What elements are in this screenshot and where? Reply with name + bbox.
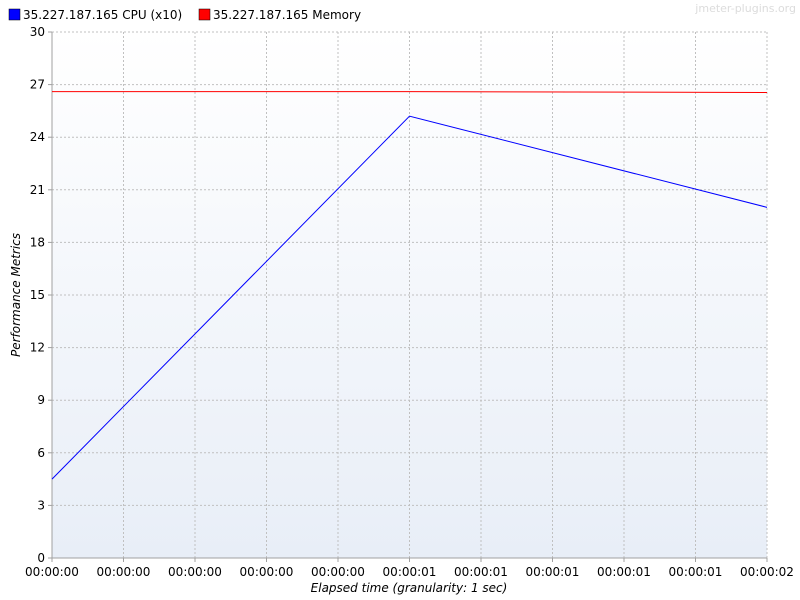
y-tick-label: 30 bbox=[30, 25, 45, 39]
y-tick-label: 21 bbox=[30, 183, 45, 197]
legend-label-cpu: 35.227.187.165 CPU (x10) bbox=[23, 8, 182, 22]
legend-swatch-cpu bbox=[8, 8, 21, 21]
y-tick-label: 18 bbox=[30, 235, 45, 249]
y-tick-label: 9 bbox=[37, 393, 45, 407]
series-line-cpu bbox=[51, 115, 768, 480]
x-tick-label: 00:00:01 bbox=[669, 565, 723, 579]
y-tick-label: 3 bbox=[37, 498, 45, 512]
y-tick-labels: 0 3 6 9 12 15 18 21 24 27 30 bbox=[30, 25, 52, 565]
x-tick-label: 00:00:00 bbox=[25, 565, 79, 579]
series-line-memory bbox=[52, 91, 768, 93]
series bbox=[51, 91, 768, 480]
x-tick-label: 00:00:00 bbox=[168, 565, 222, 579]
x-tick-label: 00:00:01 bbox=[597, 565, 651, 579]
x-tick-label: 00:00:01 bbox=[526, 565, 580, 579]
x-tick-label: 00:00:00 bbox=[311, 565, 365, 579]
y-tick-label: 27 bbox=[30, 78, 45, 92]
grid bbox=[52, 31, 768, 558]
x-tick-label: 00:00:00 bbox=[240, 565, 294, 579]
x-axis-title: Elapsed time (granularity: 1 sec) bbox=[311, 581, 508, 595]
watermark: jmeter-plugins.org bbox=[694, 2, 796, 15]
y-axis-title: Performance Metrics bbox=[9, 233, 23, 357]
x-tick-label: 00:00:02 bbox=[740, 565, 794, 579]
x-tick-label: 00:00:01 bbox=[454, 565, 508, 579]
legend-swatch-memory bbox=[198, 8, 211, 21]
y-tick-label: 15 bbox=[30, 288, 45, 302]
y-tick-label: 24 bbox=[30, 130, 45, 144]
x-tick-labels: 00:00:00 00:00:00 00:00:00 00:00:00 00:00:00… bbox=[25, 558, 794, 579]
y-tick-label: 0 bbox=[37, 551, 45, 565]
legend-label-memory: 35.227.187.165 Memory bbox=[213, 8, 361, 22]
y-tick-label: 6 bbox=[37, 446, 45, 460]
x-tick-label: 00:00:00 bbox=[97, 565, 151, 579]
legend: 35.227.187.165 CPU (x10) 35.227.187.165 … bbox=[8, 8, 361, 22]
y-tick-label: 12 bbox=[30, 341, 45, 355]
x-tick-label: 00:00:01 bbox=[383, 565, 437, 579]
